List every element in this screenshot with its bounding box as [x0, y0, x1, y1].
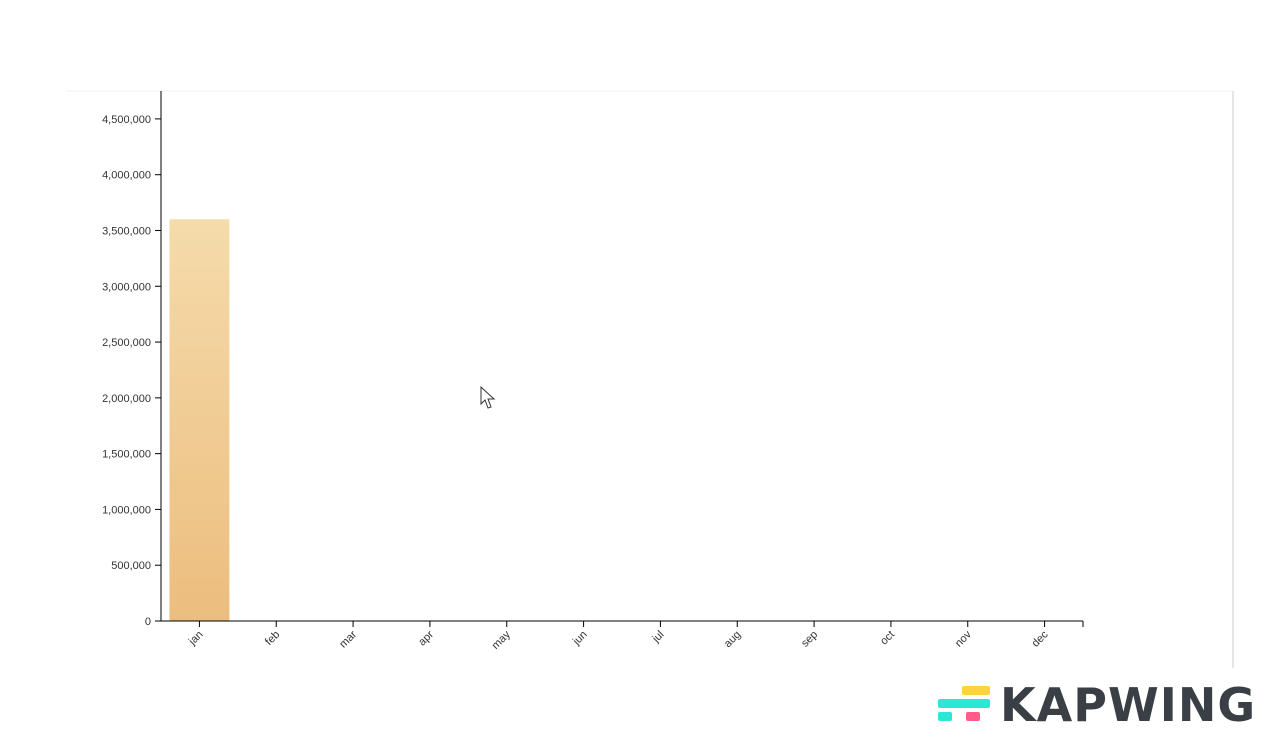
x-axis: jan feb mar apr may jun jul aug sep oct nov dec — [161, 620, 1084, 652]
kapwing-logo-icon — [938, 686, 990, 721]
x-tick-label: dec — [1030, 628, 1051, 649]
x-tick-label: jan — [186, 629, 206, 649]
x-tick-label: jun — [570, 629, 590, 649]
watermark-text: KAPWING — [1000, 684, 1256, 728]
y-tick-label: 1,500,000 — [102, 449, 151, 461]
y-tick-label: 1,000,000 — [102, 504, 151, 516]
y-tick-label: 4,000,000 — [102, 170, 151, 182]
x-tick-label: feb — [263, 629, 282, 648]
y-tick-label: 3,500,000 — [102, 225, 151, 237]
x-tick-label: mar — [337, 628, 359, 650]
y-tick-label: 0 — [145, 616, 151, 628]
x-tick-label: aug — [722, 629, 743, 650]
y-tick-label: 4,500,000 — [102, 114, 151, 126]
y-tick-label: 2,500,000 — [102, 337, 151, 349]
x-tick-label: sep — [799, 629, 820, 650]
y-axis: 0 500,000 1,000,000 1,500,000 2,000,000 2,500… — [102, 91, 162, 628]
bar-jan[interactable] — [169, 219, 230, 621]
y-tick-label: 500,000 — [111, 560, 151, 572]
x-tick-label: jul — [650, 629, 667, 646]
x-tick-label: nov — [953, 628, 974, 649]
x-tick-label: oct — [878, 629, 897, 648]
x-tick-label: apr — [416, 628, 436, 648]
mouse-cursor-icon — [480, 385, 496, 409]
y-tick-label: 2,000,000 — [102, 393, 151, 405]
x-tick-label: may — [490, 628, 514, 652]
bars-layer — [169, 219, 230, 621]
kapwing-watermark: KAPWING — [938, 684, 1256, 728]
y-tick-label: 3,000,000 — [102, 281, 151, 293]
